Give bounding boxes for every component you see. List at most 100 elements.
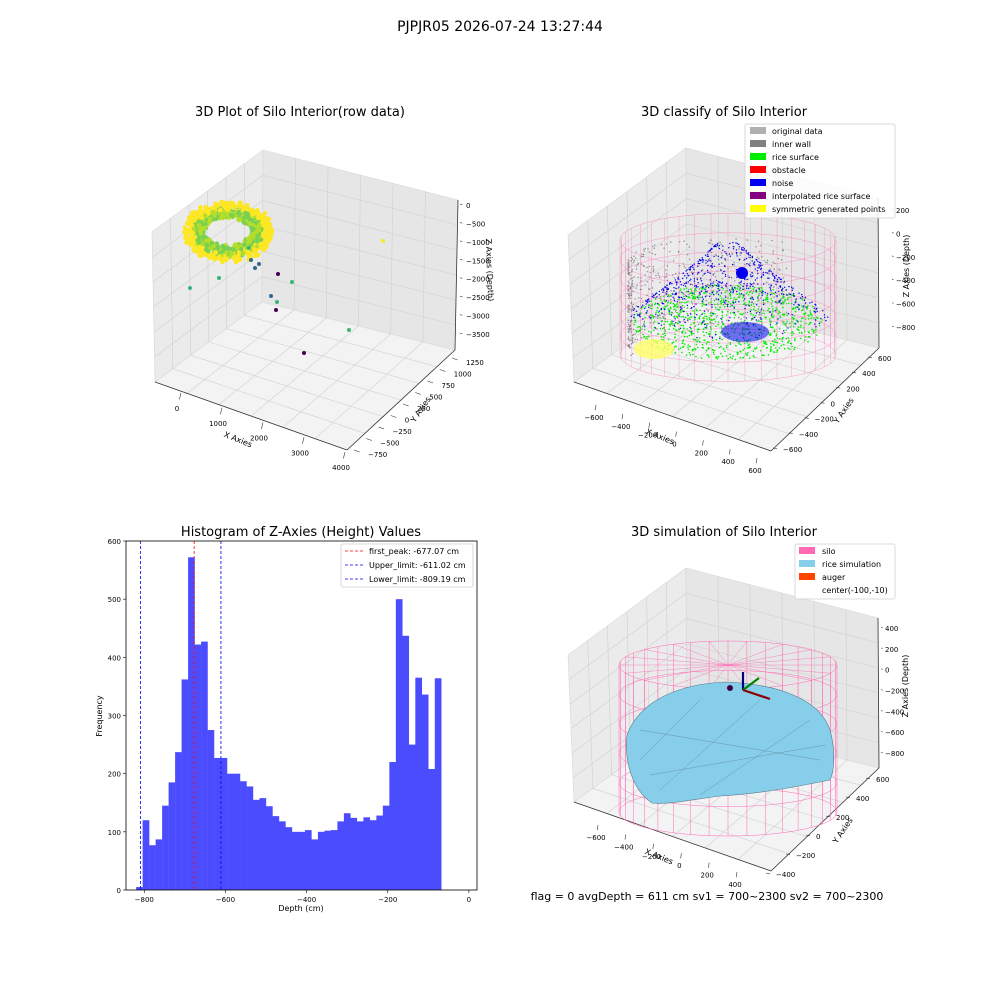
rice-surface-point	[688, 334, 691, 337]
rice-surface-point	[751, 292, 754, 294]
inner-wall-point	[632, 303, 635, 306]
rice-surface-point	[739, 296, 741, 298]
noise-point	[774, 291, 777, 293]
inner-wall-point	[660, 243, 663, 246]
noise-point	[687, 319, 689, 321]
inner-wall-point	[732, 299, 735, 301]
noise-point	[662, 289, 665, 292]
rice-surface-point	[721, 314, 724, 317]
rice-surface-point	[659, 327, 662, 330]
inner-wall-point	[657, 272, 659, 274]
raw-point	[268, 236, 273, 241]
rice-surface-point	[719, 306, 721, 309]
rice-surface-point	[757, 310, 759, 313]
inner-wall-point	[627, 263, 629, 265]
noise-point	[753, 262, 755, 264]
histogram-bar	[285, 827, 293, 890]
rice-surface-point	[739, 343, 742, 346]
rice-surface-point	[722, 299, 725, 302]
tick-mark	[880, 689, 883, 691]
inner-wall-point	[630, 278, 632, 280]
inner-wall-point	[628, 260, 630, 262]
inner-wall-point	[629, 320, 631, 322]
rice-surface-point	[686, 312, 689, 315]
rice-surface-point	[739, 283, 742, 286]
raw-point	[249, 225, 254, 231]
inner-wall-point	[627, 265, 629, 268]
rice-surface-point	[738, 292, 741, 295]
classify-legend-label: original data	[772, 127, 823, 136]
rice-surface-point	[675, 340, 677, 342]
noise-point	[762, 271, 765, 273]
noise-point	[706, 325, 708, 327]
noise-point	[678, 296, 680, 299]
rice-surface-point	[720, 302, 722, 305]
histogram-legend-label: first_peak: -677.07 cm	[369, 547, 459, 556]
inner-wall-point	[635, 305, 638, 307]
rice-surface-point	[781, 337, 784, 340]
rice-surface-point	[802, 307, 804, 309]
rice-surface-point	[721, 338, 724, 341]
histogram-bar	[207, 730, 215, 890]
noise-point	[680, 308, 682, 311]
noise-point	[726, 305, 729, 307]
rice-surface-point	[663, 326, 665, 329]
rice-surface-point	[670, 301, 672, 303]
inner-wall-point	[785, 267, 788, 270]
noise-point	[705, 327, 707, 329]
inner-wall-point	[672, 324, 674, 326]
rice-surface-point	[709, 321, 711, 323]
rice-surface-point	[679, 301, 681, 304]
noise-point	[644, 325, 646, 328]
simulation-legend-label: rice simulation	[822, 560, 881, 569]
noise-point	[770, 290, 772, 292]
noise-point	[752, 263, 755, 265]
noise-point	[749, 254, 751, 257]
inner-wall-point	[742, 259, 745, 261]
inner-wall-point	[630, 328, 632, 330]
rice-surface-point	[808, 315, 810, 318]
rice-surface-point	[720, 299, 723, 302]
inner-wall-point	[677, 287, 679, 289]
inner-wall-point	[779, 301, 781, 304]
noise-point	[718, 263, 720, 265]
raw-point	[218, 207, 223, 212]
raw-point	[224, 201, 230, 206]
inner-wall-point	[627, 288, 629, 290]
classify-legend-swatch	[750, 153, 766, 160]
rice-surface-point	[663, 323, 665, 326]
rice-surface-point	[715, 325, 717, 328]
rice-surface-point	[789, 342, 792, 345]
raw-point	[188, 227, 193, 232]
tick-mark	[652, 843, 654, 850]
noise-point	[667, 295, 669, 297]
rice-surface-point	[759, 320, 761, 323]
inner-wall-point	[628, 267, 630, 269]
inner-wall-point	[763, 259, 765, 262]
rice-surface-point	[700, 322, 703, 325]
rice-surface-point	[719, 331, 722, 334]
tick-label: 1250	[466, 359, 484, 367]
tick-mark	[459, 203, 463, 206]
rice-surface-point	[727, 310, 729, 313]
noise-point	[651, 296, 653, 298]
rice-surface-point	[658, 313, 661, 316]
rice-surface-point	[664, 300, 666, 303]
histogram-legend-label: Lower_limit: -809.19 cm	[369, 575, 466, 584]
inner-wall-point	[765, 281, 768, 283]
rice-surface-point	[762, 309, 765, 312]
noise-point	[707, 286, 710, 289]
rice-surface-point	[641, 325, 644, 328]
rice-surface-point	[653, 329, 655, 332]
noise-point	[696, 314, 698, 316]
raw-point	[241, 220, 247, 225]
tick-mark	[735, 871, 738, 878]
simulation-xlabel: X Axies	[644, 847, 675, 866]
tick-mark	[390, 415, 397, 418]
noise-point	[653, 296, 655, 298]
noise-point	[729, 255, 732, 257]
rice-surface-point	[773, 329, 776, 331]
noise-point	[706, 269, 709, 272]
rice-surface-point	[644, 337, 647, 340]
rice-surface-point	[681, 301, 683, 304]
